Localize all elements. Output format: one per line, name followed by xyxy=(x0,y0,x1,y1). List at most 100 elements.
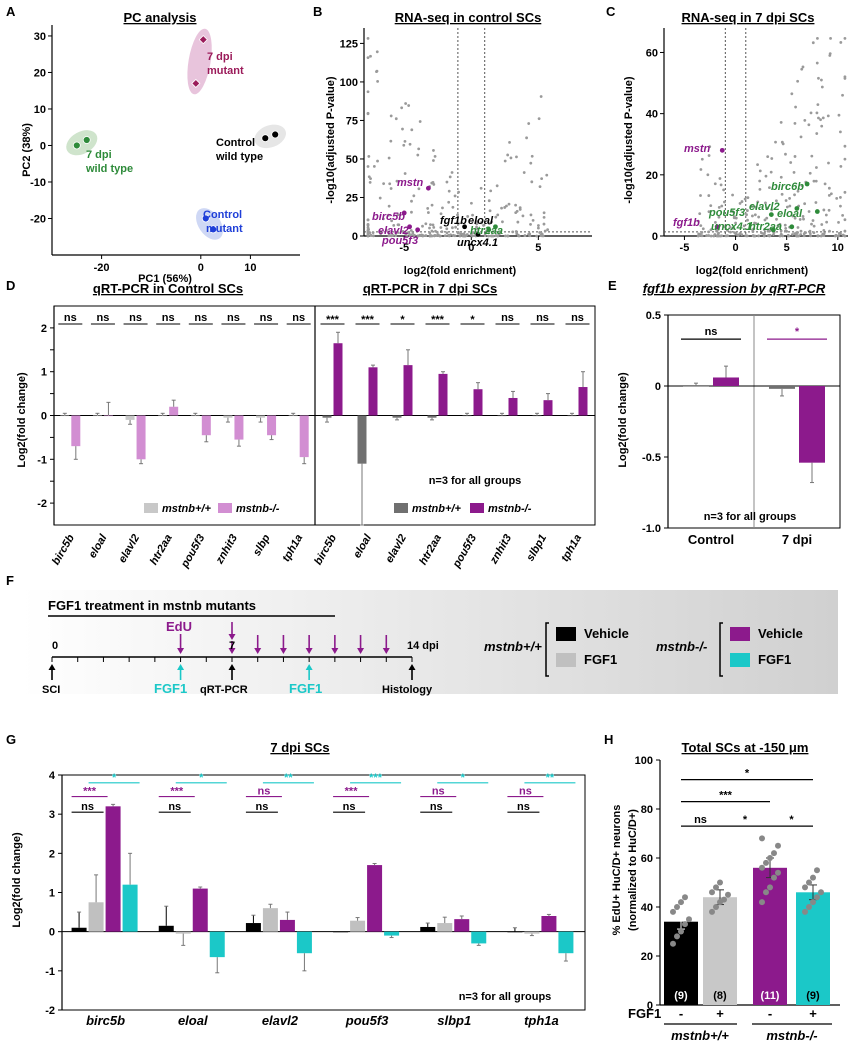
volcano-point xyxy=(766,206,769,210)
volcano-point xyxy=(788,204,792,208)
volcano-point xyxy=(774,140,777,144)
data-point xyxy=(686,916,692,923)
data-point xyxy=(717,879,723,886)
volcano-point xyxy=(801,214,805,218)
volcano-point xyxy=(784,226,788,230)
panel-f-background xyxy=(22,590,838,694)
volcano-point xyxy=(781,234,785,238)
volcano-point xyxy=(826,114,830,118)
volcano-point xyxy=(401,230,405,233)
sig-label: * xyxy=(199,772,204,784)
volcano-point xyxy=(487,234,490,238)
volcano-point xyxy=(487,199,491,203)
volcano-point xyxy=(745,234,749,238)
volcano-point xyxy=(439,226,443,229)
volcano-point xyxy=(707,234,711,237)
n-label: (9) xyxy=(674,990,688,1002)
panel-letter-d: D xyxy=(6,278,15,293)
volcano-point xyxy=(441,206,444,210)
legend-d-wt: mstnb+/+ xyxy=(162,503,211,515)
panel-d: D qRT-PCR in Control SCs qRT-PCR in 7 dp… xyxy=(6,278,596,571)
category-label: slbp xyxy=(251,532,273,558)
pca-label-ctrl-wt-2: wild type xyxy=(215,151,263,163)
y-tick-label: 0 xyxy=(49,927,55,939)
volcano-point xyxy=(820,223,824,226)
pca-ytick-label: 10 xyxy=(34,104,46,116)
bar-3 xyxy=(471,931,487,944)
volcano-b: 0 25 50 75 100 125 -5 0 5 xyxy=(340,28,592,254)
gene-c-mstn: mstn xyxy=(684,143,711,155)
volcano-ytick-label: 40 xyxy=(646,109,658,121)
volcano-point xyxy=(707,194,711,197)
f-legend-vehicle-mut: Vehicle xyxy=(758,626,803,641)
volcano-point xyxy=(812,231,816,235)
volcano-point xyxy=(389,114,393,118)
volcano-point xyxy=(426,207,430,210)
volcano-point xyxy=(729,230,732,234)
volcano-point xyxy=(827,208,831,212)
volcano-point xyxy=(471,213,474,217)
volcano-point xyxy=(811,219,815,222)
gene-b-mstn: mstn xyxy=(397,177,424,189)
category-label: htr2aa xyxy=(417,533,444,568)
pca-label-ctrl-mutant-2: mutant xyxy=(206,223,243,235)
data-point xyxy=(678,928,684,935)
bar-mut xyxy=(473,389,483,416)
volcano-gene-point xyxy=(770,227,776,233)
volcano-point xyxy=(811,41,815,45)
volcano-point xyxy=(795,231,799,235)
volcano-point xyxy=(731,226,735,230)
sig-label: ns xyxy=(343,801,356,813)
volcano-gene-point xyxy=(493,224,498,230)
volcano-point xyxy=(736,233,740,237)
h-sign-3: + xyxy=(809,1006,817,1021)
bar-wt xyxy=(497,415,507,417)
data-point xyxy=(810,899,816,906)
f-genotype-wt: mstnb+/+ xyxy=(484,639,542,654)
volcano-point xyxy=(514,203,518,207)
volcano-point xyxy=(538,185,542,189)
volcano-point xyxy=(371,231,375,235)
sig-label: *** xyxy=(361,314,375,326)
volcano-point xyxy=(430,229,434,233)
bar-2 xyxy=(105,806,121,932)
volcano-point xyxy=(764,174,768,178)
bar-wt xyxy=(158,415,168,417)
edu-arrow-head xyxy=(177,648,185,654)
bar-wt xyxy=(256,415,266,418)
qrt-arrow-head xyxy=(228,664,236,670)
volcano-point xyxy=(470,201,473,205)
data-point xyxy=(670,940,676,947)
legend-d-swatch-wt xyxy=(144,503,158,513)
volcano-point xyxy=(366,37,370,40)
volcano-point xyxy=(387,234,391,238)
f-genotype-mut: mstnb-/- xyxy=(656,639,707,654)
sig-label: ns xyxy=(432,786,445,798)
volcano-point xyxy=(808,229,812,233)
category-label: eloal xyxy=(87,532,110,561)
bar-mut xyxy=(368,367,378,416)
volcano-point xyxy=(521,214,525,218)
volcano-point xyxy=(403,139,407,143)
volcano-point xyxy=(434,229,437,233)
volcano-point xyxy=(523,234,527,237)
gene-c-pou5f3: pou5f3 xyxy=(708,207,745,219)
volcano-point xyxy=(807,210,811,213)
n-label: (11) xyxy=(761,990,780,1002)
volcano-point xyxy=(432,159,435,162)
volcano-point xyxy=(403,172,407,175)
category-label: pou5f3 xyxy=(450,533,479,571)
sig-label: *** xyxy=(326,314,340,326)
volcano-point xyxy=(746,218,749,222)
volcano-point xyxy=(810,154,814,158)
bar-mut xyxy=(201,415,211,436)
volcano-point xyxy=(815,132,819,135)
bar-0 xyxy=(420,926,436,932)
volcano-point xyxy=(366,111,370,115)
y-tick-label: 0 xyxy=(655,381,661,393)
sig-label: ns xyxy=(694,814,707,826)
volcano-point xyxy=(531,218,535,222)
volcano-point xyxy=(800,67,804,71)
volcano-point xyxy=(514,230,518,233)
